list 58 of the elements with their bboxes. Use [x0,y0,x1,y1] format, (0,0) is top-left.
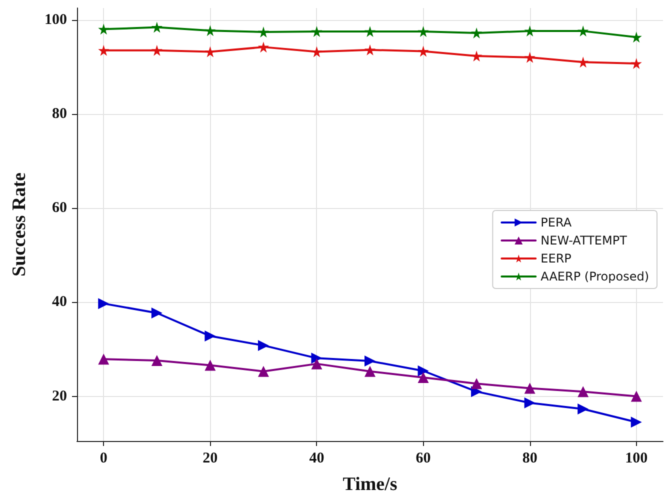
point [311,26,322,38]
point [418,365,429,376]
point [151,307,162,318]
point [98,298,110,310]
point [524,52,536,63]
x-tick-label: 40 [309,450,324,466]
point [471,50,482,62]
point [524,382,536,394]
point [364,26,376,38]
point [364,366,376,377]
point [98,354,110,365]
x-tick-label: 60 [416,450,431,466]
point [471,378,482,390]
point [151,22,162,33]
point [630,58,642,70]
point [311,358,322,370]
point [578,403,589,414]
point [258,340,269,351]
y-tick-label: 40 [52,294,67,310]
point [630,416,642,428]
point [471,27,482,38]
point [524,397,536,408]
point [364,355,376,366]
legend-label: PERA [540,216,572,230]
y-tick-label: 60 [52,200,67,216]
point [258,26,269,38]
point [204,25,216,36]
point [151,44,162,56]
point [364,44,376,56]
x-tick-label: 0 [100,450,108,466]
point [98,44,110,56]
y-tick-label: 20 [52,388,67,404]
y-tick-label: 100 [44,12,67,28]
y-tick-label: 80 [52,106,67,122]
point [578,386,589,398]
legend-label: EERP [540,252,572,266]
point [578,26,589,37]
point [98,24,110,35]
x-tick-label: 20 [202,450,218,466]
point [418,46,429,57]
point [311,352,322,364]
point [630,32,642,43]
legend-label: NEW-ATTEMPT [540,234,628,248]
point [204,360,216,371]
point [418,26,429,38]
x-axis-title: Time/s [342,474,398,495]
y-axis-title: Success Rate [9,172,30,276]
point [578,56,589,68]
legend-label: AAERP (Proposed) [540,270,650,284]
point [204,330,216,342]
point [418,372,429,383]
point [630,390,642,402]
point [258,366,269,377]
point [258,42,269,53]
x-tick-label: 100 [625,450,648,466]
point [151,355,162,366]
point [524,26,536,37]
x-tick-label: 80 [522,450,538,466]
